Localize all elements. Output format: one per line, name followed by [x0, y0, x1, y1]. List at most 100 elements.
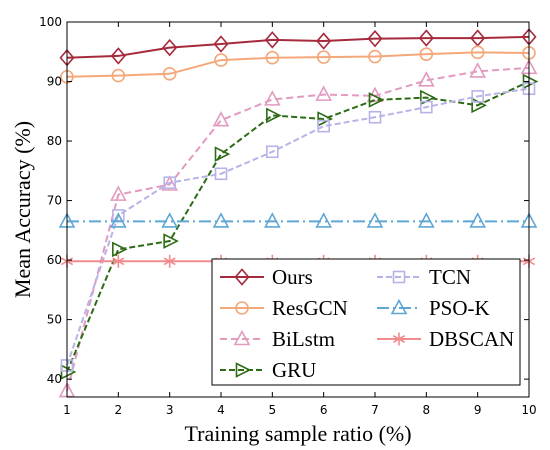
- data-point-ours: [213, 35, 229, 53]
- data-point-gru: [60, 364, 77, 380]
- data-point-gru: [522, 73, 539, 90]
- x-tick-label: 10: [521, 403, 536, 417]
- series-line-resgcn: [66, 51, 530, 78]
- x-tick-label: 8: [423, 403, 431, 417]
- legend-swatch-marker: [233, 329, 251, 346]
- series-line-bilstm: [66, 66, 530, 392]
- data-point-resgcn: [368, 49, 382, 64]
- data-point-tcn: [420, 100, 433, 114]
- data-point-pso-k: [315, 212, 333, 228]
- legend: Ours ResGCN BiLstm GRU TCN PSO-K DBSCAN: [211, 258, 521, 386]
- data-point-gru: [163, 233, 179, 249]
- x-tick-label: 7: [371, 403, 379, 417]
- data-point-bilstm: [315, 85, 333, 101]
- legend-swatch-marker: [235, 362, 252, 378]
- y-tick-label: 70: [47, 194, 62, 208]
- data-point-bilstm: [417, 71, 435, 87]
- x-tick-label: 1: [63, 403, 71, 417]
- data-point-gru: [266, 107, 282, 124]
- legend-label: BiLstm: [272, 327, 335, 351]
- data-point-resgcn: [111, 68, 126, 83]
- data-point-tcn: [266, 145, 279, 159]
- legend-swatch-marker: [392, 270, 406, 284]
- data-point-tcn: [471, 90, 484, 103]
- y-tick-label: 40: [47, 372, 62, 386]
- data-point-ours: [316, 32, 332, 50]
- data-point-ours: [110, 47, 126, 65]
- legend-item-gru: GRU: [220, 358, 316, 382]
- y-tick-label: 60: [47, 253, 62, 267]
- legend-item-resgcn: ResGCN: [220, 296, 348, 320]
- data-point-gru: [214, 146, 231, 162]
- legend-label: ResGCN: [272, 296, 348, 320]
- data-point-ours: [264, 31, 280, 49]
- axis-ticks: 1 2 3 4 5 6 7 8 9 10 40 50 60 70 80 90 100: [39, 15, 537, 417]
- legend-label: PSO-K: [429, 296, 490, 320]
- legend-swatch-marker: [392, 332, 406, 346]
- data-point-tcn: [214, 167, 228, 181]
- x-axis-title: Training sample ratio (%): [184, 421, 411, 446]
- legend-label: GRU: [272, 358, 316, 382]
- series-bilstm: [58, 58, 538, 398]
- data-point-gru: [368, 92, 385, 108]
- x-tick-label: 9: [474, 403, 482, 417]
- x-tick-label: 3: [166, 403, 174, 417]
- y-tick-label: 90: [47, 75, 62, 89]
- data-point-bilstm: [161, 175, 179, 191]
- data-point-dbscan: [112, 254, 125, 268]
- legend-item-tcn: TCN: [377, 265, 471, 289]
- data-point-resgcn: [316, 50, 331, 64]
- data-point-resgcn: [470, 45, 485, 60]
- legend-item-pso-k: PSO-K: [377, 296, 490, 320]
- data-point-ours: [162, 38, 178, 57]
- y-axis-title: Mean Accuracy (%): [10, 121, 35, 298]
- data-point-pso-k: [469, 212, 487, 228]
- legend-swatch-marker: [235, 301, 249, 315]
- data-point-pso-k: [263, 212, 281, 228]
- data-point-dbscan: [163, 254, 176, 268]
- y-tick-label: 80: [47, 134, 62, 148]
- data-point-resgcn: [162, 66, 177, 81]
- y-tick-label: 100: [39, 15, 62, 29]
- legend-item-bilstm: BiLstm: [220, 327, 335, 351]
- data-point-pso-k: [212, 212, 230, 228]
- series-pso-k: [58, 212, 538, 228]
- legend-label: Ours: [272, 265, 313, 289]
- data-point-bilstm: [263, 90, 281, 106]
- legend-item-ours: Ours: [220, 265, 313, 289]
- legend-swatch-marker: [234, 268, 250, 286]
- series-line-tcn: [66, 87, 530, 366]
- data-point-bilstm: [212, 111, 230, 127]
- data-point-bilstm: [109, 185, 127, 201]
- legend-label: TCN: [429, 265, 471, 289]
- data-point-ours: [418, 29, 434, 47]
- asterisk-stroke: [163, 257, 176, 266]
- data-point-resgcn: [214, 53, 228, 67]
- data-point-resgcn: [265, 50, 280, 65]
- plot-frame: [66, 21, 530, 398]
- data-point-pso-k: [417, 212, 435, 228]
- data-point-pso-k: [109, 212, 127, 228]
- x-tick-label: 6: [320, 403, 328, 417]
- data-point-gru: [317, 111, 333, 127]
- asterisk-stroke: [392, 335, 406, 343]
- legend-label: DBSCAN: [429, 327, 514, 351]
- y-tick-label: 50: [47, 313, 62, 327]
- asterisk-stroke: [112, 257, 125, 266]
- legend-item-dbscan: DBSCAN: [377, 327, 514, 351]
- legend-box: [211, 258, 521, 386]
- series-line-ours: [66, 35, 530, 59]
- series-resgcn: [60, 45, 536, 84]
- legend-swatch-marker: [390, 298, 408, 315]
- data-point-pso-k: [161, 212, 179, 228]
- data-point-resgcn: [419, 47, 434, 61]
- data-point-tcn: [317, 119, 330, 133]
- x-tick-label: 5: [269, 403, 277, 417]
- data-point-gru: [112, 241, 128, 258]
- data-point-ours: [367, 29, 383, 48]
- data-point-tcn: [368, 110, 382, 124]
- data-point-pso-k: [366, 212, 384, 228]
- data-point-bilstm: [469, 62, 487, 78]
